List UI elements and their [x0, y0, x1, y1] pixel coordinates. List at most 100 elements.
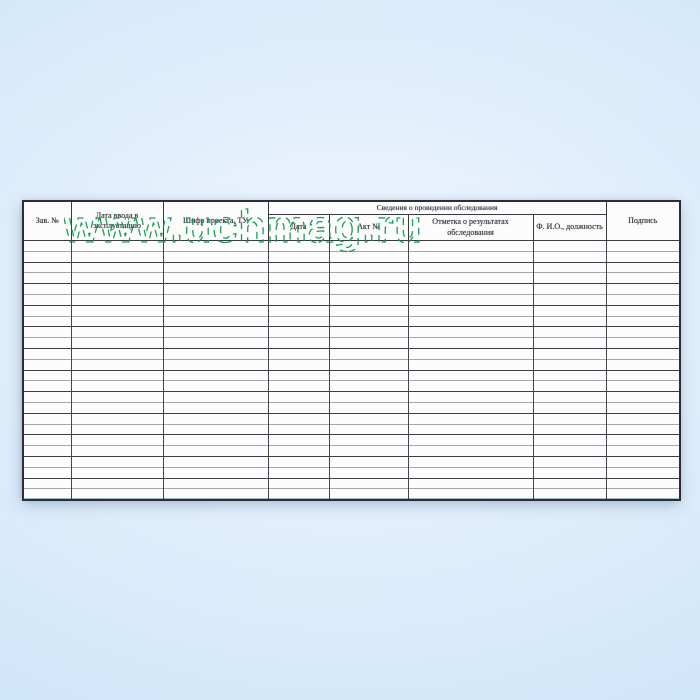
empty-cell: [70, 424, 164, 435]
empty-cell: [605, 305, 681, 317]
empty-cell: [22, 305, 72, 317]
empty-cell: [407, 283, 534, 295]
empty-cell: [605, 478, 681, 489]
empty-cell: [532, 391, 607, 403]
empty-cell: [162, 359, 269, 371]
empty-cell: [267, 413, 330, 425]
empty-cell: [162, 478, 269, 489]
empty-cell: [267, 445, 330, 457]
empty-cell: [70, 402, 164, 414]
empty-cell: [22, 467, 72, 479]
empty-cell: [407, 294, 534, 306]
empty-cell: [328, 478, 409, 489]
empty-cell: [267, 380, 330, 392]
empty-cell: [267, 240, 330, 252]
col-header-project-code: Шифр проекта, ТУ: [162, 200, 269, 241]
empty-cell: [407, 380, 534, 392]
empty-cell: [605, 467, 681, 479]
empty-cell: [532, 402, 607, 414]
empty-cell: [22, 424, 72, 435]
empty-cell: [22, 326, 72, 338]
empty-cell: [70, 337, 164, 349]
table-row: [22, 348, 681, 360]
empty-cell: [328, 391, 409, 403]
empty-cell: [407, 262, 534, 273]
empty-cell: [70, 445, 164, 457]
empty-cell: [267, 326, 330, 338]
empty-cell: [267, 262, 330, 273]
empty-cell: [328, 326, 409, 338]
empty-cell: [532, 467, 607, 479]
empty-cell: [532, 262, 607, 273]
empty-cell: [328, 370, 409, 381]
empty-cell: [532, 413, 607, 425]
empty-cell: [70, 240, 164, 252]
table-row: [22, 380, 681, 392]
empty-cell: [407, 305, 534, 317]
empty-cell: [70, 359, 164, 371]
empty-cell: [162, 305, 269, 317]
empty-cell: [22, 283, 72, 295]
empty-cell: [267, 316, 330, 327]
empty-cell: [267, 478, 330, 489]
empty-cell: [605, 294, 681, 306]
empty-cell: [22, 348, 72, 360]
empty-cell: [70, 305, 164, 317]
empty-cell: [267, 488, 330, 500]
empty-cell: [70, 434, 164, 446]
empty-cell: [70, 488, 164, 500]
empty-cell: [267, 456, 330, 468]
empty-cell: [70, 262, 164, 273]
table-row: [22, 294, 681, 306]
empty-cell: [162, 337, 269, 349]
empty-cell: [162, 488, 269, 500]
table-header: Зав. № Дата ввода в эксплуатацию Шифр пр…: [22, 200, 681, 241]
empty-cell: [605, 380, 681, 392]
journal-page: Зав. № Дата ввода в эксплуатацию Шифр пр…: [22, 200, 682, 501]
table-row: [22, 272, 681, 284]
empty-cell: [70, 348, 164, 360]
empty-cell: [532, 380, 607, 392]
empty-cell: [70, 326, 164, 338]
empty-cell: [70, 251, 164, 263]
empty-cell: [532, 445, 607, 457]
empty-cell: [328, 424, 409, 435]
empty-cell: [162, 251, 269, 263]
table-row: [22, 445, 681, 457]
empty-cell: [605, 272, 681, 284]
empty-cell: [532, 478, 607, 489]
empty-cell: [328, 294, 409, 306]
table-row: [22, 413, 681, 425]
table-row: [22, 467, 681, 479]
col-header-date: Дата: [267, 214, 330, 241]
table-row: [22, 262, 681, 273]
empty-cell: [162, 294, 269, 306]
empty-cell: [328, 467, 409, 479]
empty-cell: [328, 305, 409, 317]
table-body: [22, 240, 681, 500]
empty-cell: [407, 251, 534, 263]
empty-cell: [162, 272, 269, 284]
empty-cell: [407, 316, 534, 327]
empty-cell: [532, 337, 607, 349]
empty-cell: [70, 467, 164, 479]
empty-cell: [407, 391, 534, 403]
empty-cell: [328, 240, 409, 252]
empty-cell: [407, 370, 534, 381]
empty-cell: [267, 348, 330, 360]
empty-cell: [532, 240, 607, 252]
empty-cell: [532, 251, 607, 263]
empty-cell: [605, 326, 681, 338]
empty-cell: [162, 240, 269, 252]
empty-cell: [605, 434, 681, 446]
empty-cell: [407, 424, 534, 435]
table-row: [22, 424, 681, 435]
empty-cell: [532, 488, 607, 500]
table-row: [22, 251, 681, 263]
header-row-sub: Дата Акт № Отметка о результатах обследо…: [23, 214, 680, 241]
empty-cell: [267, 272, 330, 284]
col-header-result-note: Отметка о результатах обследования: [407, 214, 534, 241]
col-header-survey-group: Сведения о проведении обследования: [267, 200, 607, 215]
table-row: [22, 305, 681, 317]
